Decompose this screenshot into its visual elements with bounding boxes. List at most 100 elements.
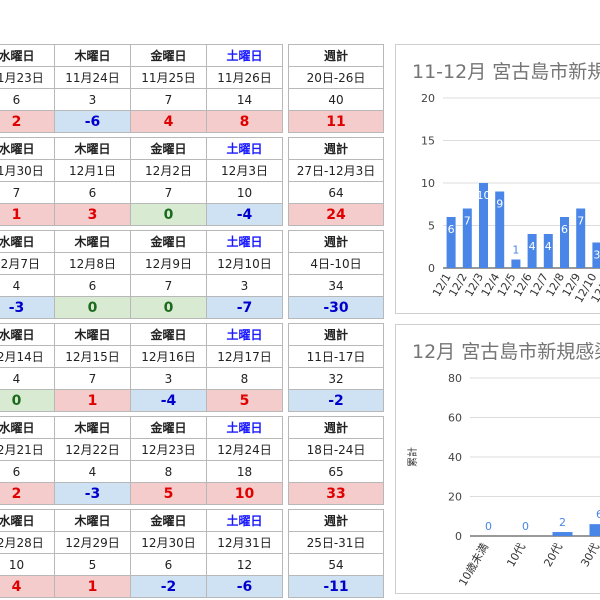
week-total: 65: [288, 460, 384, 483]
diff-cell: 0: [130, 296, 207, 319]
diff-cell: -2: [130, 575, 207, 598]
daily-data-label: 10: [477, 189, 491, 202]
day-header: 水曜日: [0, 230, 55, 253]
date-cell: 12月22日: [54, 438, 131, 461]
chart-title-age: 12月 宮古島市新規感染: [412, 341, 600, 363]
week-total: 34: [288, 274, 384, 297]
daily-data-label: 6: [448, 223, 455, 236]
day-header: 土曜日: [206, 137, 283, 160]
week-total: 54: [288, 553, 384, 576]
daily-data-label: 7: [577, 215, 584, 228]
date-cell: 12月1日: [54, 159, 131, 182]
count-cell: 3: [130, 367, 207, 390]
day-header: 水曜日: [0, 137, 55, 160]
day-header: 木曜日: [54, 44, 131, 67]
diff-cell: 5: [130, 482, 207, 505]
daily-bar: [527, 234, 537, 268]
week-range: 4日-10日: [288, 252, 384, 275]
daily-data-label: 4: [529, 240, 536, 253]
day-header: 木曜日: [54, 230, 131, 253]
total-header: 週計: [288, 137, 384, 160]
week-total: 64: [288, 181, 384, 204]
diff-cell: 4: [130, 110, 207, 133]
daily-data-label: 9: [496, 198, 503, 211]
day-header: 水曜日: [0, 416, 55, 439]
count-cell: 14: [206, 88, 283, 111]
date-cell: 12月23日: [130, 438, 207, 461]
week-total-table: 週計 18日-24日 65 33: [288, 416, 384, 505]
daily-ytick-label: 20: [421, 92, 435, 105]
day-header: 水曜日: [0, 323, 55, 346]
count-cell: 7: [130, 181, 207, 204]
date-cell: 11月25日: [130, 66, 207, 89]
daily-bar: [479, 183, 488, 268]
diff-cell: 8: [206, 110, 283, 133]
date-cell: 12月9日: [130, 252, 207, 275]
count-cell: 3: [206, 274, 283, 297]
count-cell: 3: [54, 88, 131, 111]
date-cell: 12月21日: [0, 438, 55, 461]
week-range: 11日-17日: [288, 345, 384, 368]
count-cell: 10: [0, 553, 55, 576]
date-cell: 12月3日: [206, 159, 283, 182]
total-header: 週計: [288, 230, 384, 253]
count-cell: 7: [54, 367, 131, 390]
daily-ytick-label: 15: [421, 135, 435, 148]
count-cell: 4: [0, 367, 55, 390]
day-header: 土曜日: [206, 230, 283, 253]
diff-cell: 4: [0, 575, 55, 598]
day-header: 土曜日: [206, 416, 283, 439]
day-header: 木曜日: [54, 509, 131, 532]
date-cell: 11月23日: [0, 66, 55, 89]
diff-cell: -4: [130, 389, 207, 412]
date-cell: 11月30日: [0, 159, 55, 182]
diff-cell: -6: [206, 575, 283, 598]
age-category-label: 30代: [578, 541, 600, 569]
day-header: 金曜日: [130, 230, 207, 253]
date-cell: 12月7日: [0, 252, 55, 275]
week-total-table: 週計 25日-31日 54 -11: [288, 509, 384, 598]
age-ytick-label: 80: [448, 372, 462, 385]
date-cell: 12月17日: [206, 345, 283, 368]
daily-ytick-label: 5: [428, 220, 435, 233]
count-cell: 5: [54, 553, 131, 576]
date-cell: 12月8日: [54, 252, 131, 275]
day-header: 金曜日: [130, 44, 207, 67]
diff-cell: 1: [54, 389, 131, 412]
daily-category-label: 12/11: [589, 271, 600, 305]
date-cell: 12月28日: [0, 531, 55, 554]
count-cell: 6: [0, 460, 55, 483]
date-cell: 12月31日: [206, 531, 283, 554]
day-header: 金曜日: [130, 509, 207, 532]
count-cell: 8: [206, 367, 283, 390]
diff-cell: 2: [0, 110, 55, 133]
total-header: 週計: [288, 44, 384, 67]
week-range: 20日-26日: [288, 66, 384, 89]
daily-bar: [446, 217, 456, 268]
date-cell: 12月29日: [54, 531, 131, 554]
diff-cell: -3: [54, 482, 131, 505]
daily-bar: [560, 217, 569, 268]
count-cell: 6: [54, 181, 131, 204]
week-total: 40: [288, 88, 384, 111]
age-data-label: 2: [559, 516, 566, 529]
date-cell: 12月24日: [206, 438, 283, 461]
daily-bar: [462, 208, 472, 268]
week-total-diff: -11: [288, 575, 384, 598]
age-category-label: 10歳未満: [456, 541, 491, 588]
daily-bar: [495, 191, 505, 268]
date-cell: 12月2日: [130, 159, 207, 182]
diff-cell: -3: [0, 296, 55, 319]
age-bar: [552, 532, 573, 536]
count-cell: 6: [130, 553, 207, 576]
daily-data-label: 7: [464, 215, 471, 228]
day-header: 水曜日: [0, 509, 55, 532]
week-total-diff: 11: [288, 110, 384, 133]
count-cell: 12: [206, 553, 283, 576]
count-cell: 18: [206, 460, 283, 483]
diff-cell: 10: [206, 482, 283, 505]
count-cell: 7: [0, 181, 55, 204]
day-header: 水曜日: [0, 44, 55, 67]
